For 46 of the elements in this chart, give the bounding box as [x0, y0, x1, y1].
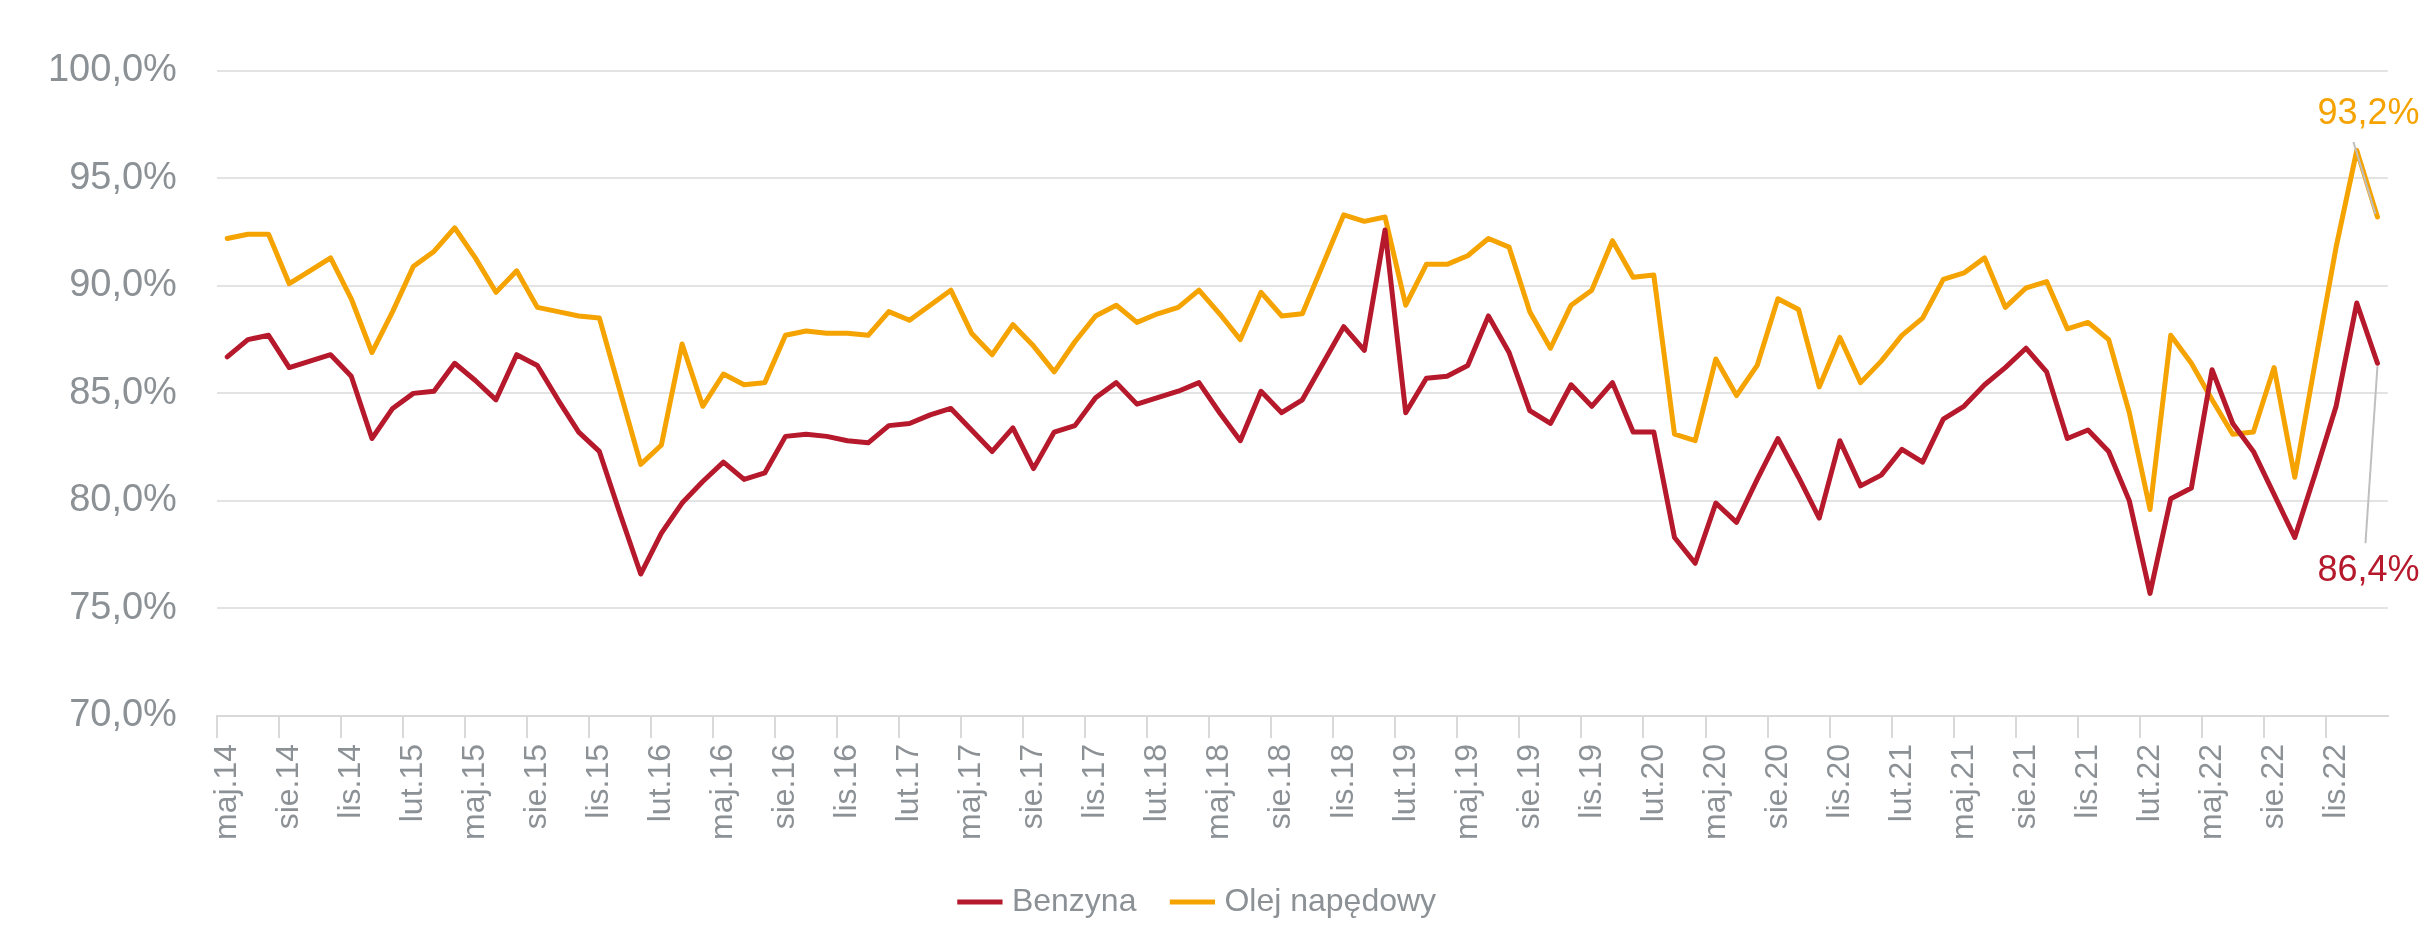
x-tick-label: lis.14	[331, 743, 368, 819]
x-tick-label: maj.18	[1199, 743, 1236, 840]
x-tick-label: sie.14	[269, 743, 306, 830]
x-tick-label: maj.21	[1943, 743, 1980, 840]
x-tick-label: lis.16	[827, 743, 864, 819]
x-tick-label: lis.22	[2315, 743, 2352, 819]
x-tick-label: lut.15	[393, 743, 430, 823]
x-tick-label: lut.21	[1881, 743, 1918, 823]
x-tick-label: lis.19	[1571, 743, 1608, 819]
x-tick-label: sie.15	[517, 743, 554, 830]
data-label: 86,4%	[2317, 548, 2420, 590]
x-tick-label: lut.20	[1633, 743, 1670, 823]
x-tick-label: sie.19	[1509, 743, 1546, 830]
y-tick-label: 70,0%	[69, 692, 177, 735]
x-tick-label: maj.22	[2191, 743, 2228, 840]
x-tick-label: sie.18	[1261, 743, 1298, 830]
data-label: 93,2%	[2317, 90, 2420, 132]
x-tick-label: lut.22	[2129, 743, 2166, 823]
x-tick-label: lis.20	[1819, 743, 1856, 819]
x-tick-label: maj.20	[1695, 743, 1732, 840]
x-tick-label: maj.15	[455, 743, 492, 840]
x-tick-label: sie.16	[765, 743, 802, 830]
y-tick-label: 85,0%	[69, 369, 177, 412]
x-tick-label: lis.18	[1323, 743, 1360, 819]
x-tick-label: lut.18	[1137, 743, 1174, 823]
y-tick-label: 95,0%	[69, 154, 177, 197]
x-tick-label: sie.20	[1757, 743, 1794, 830]
x-tick-label: maj.17	[951, 743, 988, 840]
y-tick-label: 75,0%	[69, 584, 177, 627]
x-tick-label: sie.17	[1013, 743, 1050, 830]
x-tick-label: sie.22	[2253, 743, 2290, 830]
legend-label: Benzyna	[1011, 881, 1137, 918]
x-tick-label: maj.14	[207, 743, 244, 840]
x-tick-label: lut.19	[1385, 743, 1422, 823]
x-tick-label: maj.19	[1447, 743, 1484, 840]
y-tick-label: 100,0%	[47, 47, 177, 90]
x-tick-label: lis.21	[2067, 743, 2104, 819]
x-tick-label: lis.17	[1075, 743, 1112, 819]
x-tick-label: sie.21	[2005, 743, 2042, 830]
x-tick-label: lis.15	[579, 743, 616, 819]
y-tick-label: 80,0%	[69, 477, 177, 520]
y-tick-label: 90,0%	[69, 262, 177, 305]
x-tick-label: maj.16	[703, 743, 740, 840]
x-tick-label: lut.16	[641, 743, 678, 823]
x-tick-label: lut.17	[889, 743, 926, 823]
legend-label: Olej napędowy	[1224, 881, 1437, 918]
